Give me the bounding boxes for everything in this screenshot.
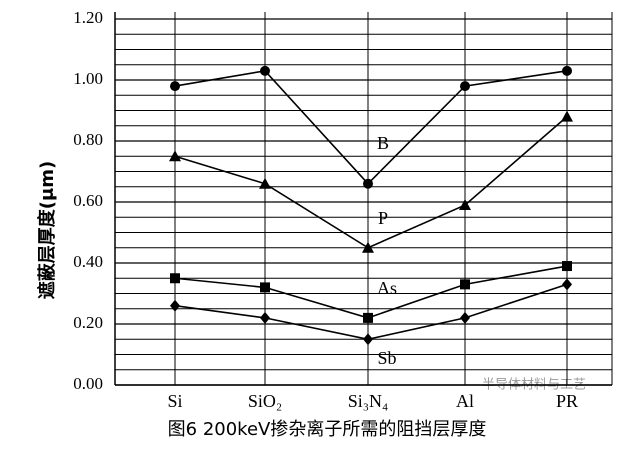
marker (170, 273, 180, 284)
marker (363, 178, 373, 189)
series-label: P (378, 208, 388, 228)
series-label: Sb (377, 348, 396, 368)
marker (562, 261, 572, 272)
marker (259, 177, 271, 189)
y-tick-label: 0.60 (73, 191, 103, 210)
x-tick-label: SiO₂ (248, 391, 282, 411)
marker (562, 65, 572, 76)
y-tick-label: 0.40 (73, 252, 103, 271)
marker (459, 199, 471, 211)
series-line (174, 283, 568, 341)
marker (460, 279, 470, 290)
series-line (174, 265, 568, 319)
marker (363, 333, 373, 346)
marker (363, 312, 373, 323)
x-tick-label: Si (167, 391, 182, 411)
x-tick-label: Si₃N₄ (348, 391, 389, 411)
marker (260, 282, 270, 293)
y-axis-label: 遮蔽层厚度(μm) (36, 161, 58, 299)
marker (170, 299, 180, 312)
marker (460, 81, 470, 92)
y-tick-label: 1.00 (73, 69, 103, 88)
marker (362, 241, 374, 253)
y-tick-label: 0.80 (73, 130, 103, 149)
series-label: As (377, 278, 397, 298)
marker (260, 311, 270, 324)
x-tick-label: PR (556, 391, 578, 411)
marker (561, 110, 573, 122)
y-tick-label: 1.20 (73, 8, 103, 27)
y-tick-label: 0.00 (73, 374, 103, 393)
caption: 图6 200keV掺杂离子所需的阻挡层厚度 (168, 419, 487, 440)
y-tick-label: 0.20 (73, 313, 103, 332)
marker (562, 278, 572, 291)
marker (260, 65, 270, 76)
marker (170, 81, 180, 92)
series-label: B (377, 133, 389, 153)
x-tick-label: Al (456, 391, 474, 411)
marker (169, 150, 181, 162)
marker (460, 311, 470, 324)
